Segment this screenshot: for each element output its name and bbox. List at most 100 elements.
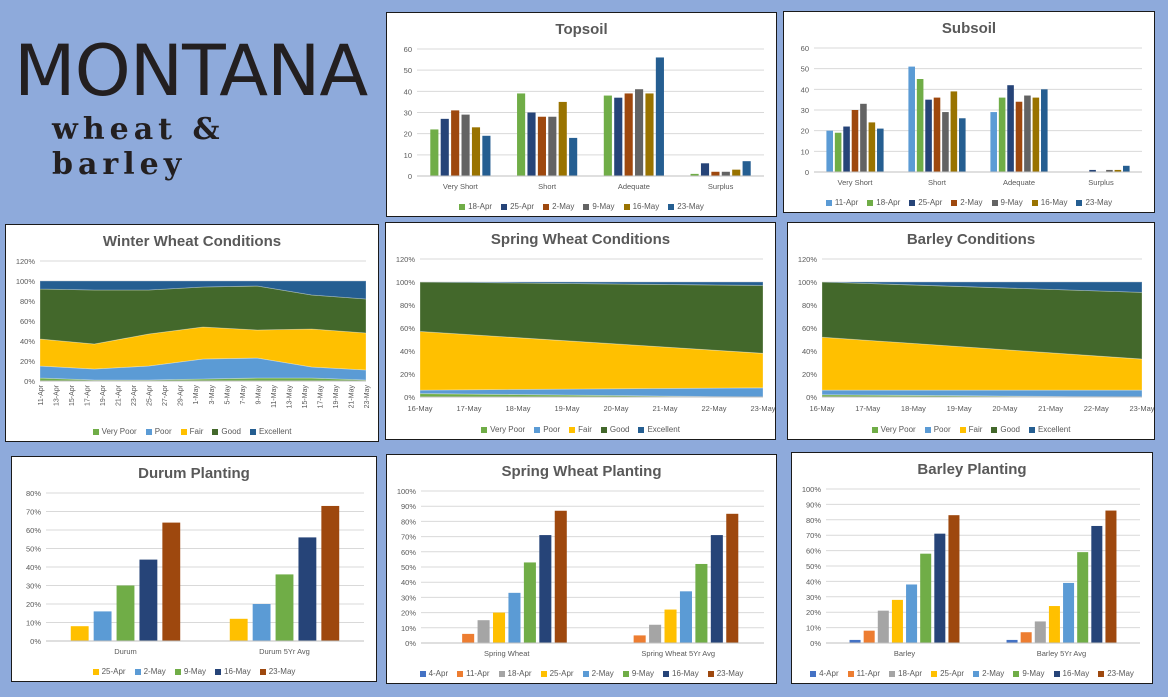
x-tick-label: 11-Apr — [38, 384, 45, 405]
bar — [868, 122, 876, 172]
y-tick-label: 0 — [805, 168, 809, 177]
legend-item: 18-Apr — [889, 669, 922, 678]
legend-label: 2-May — [982, 669, 1005, 678]
x-tick-label: 17-May — [456, 404, 481, 413]
bar — [933, 97, 941, 172]
y-tick-label: 0% — [30, 637, 41, 646]
y-tick-label: 0 — [408, 172, 412, 181]
logo-line2: wheat & barley — [52, 112, 225, 182]
legend-swatch — [991, 426, 998, 433]
legend-label: 18-Apr — [876, 198, 901, 207]
legend-label: 4-Apr — [428, 669, 449, 678]
legend-swatch — [145, 428, 152, 435]
legend-item: 16-May — [1031, 198, 1067, 207]
y-tick-label: 40% — [400, 347, 415, 356]
legend-item: 25-Apr — [909, 198, 942, 207]
x-tick-label: 27-Apr — [162, 384, 169, 406]
legend-swatch — [134, 668, 141, 675]
legend-swatch — [663, 670, 670, 677]
legend-label: 16-May — [1062, 669, 1090, 678]
bar — [517, 93, 526, 176]
legend-item: 9-May — [174, 667, 206, 676]
y-tick-label: 40% — [802, 347, 817, 356]
legend-label: 9-May — [631, 669, 655, 678]
bar — [462, 633, 475, 643]
bar — [93, 611, 112, 641]
legend-swatch — [534, 426, 541, 433]
y-tick-label: 80% — [806, 516, 821, 525]
legend-swatch — [259, 668, 266, 675]
legend-label: Fair — [189, 427, 204, 436]
y-tick-label: 30 — [404, 109, 412, 118]
chart-title: Spring Wheat Conditions — [490, 231, 671, 248]
legend-swatch — [668, 203, 675, 210]
x-tick-label: 29-Apr — [178, 384, 185, 406]
bar — [461, 114, 470, 176]
x-tick-label: 23-May — [364, 385, 371, 409]
legend-swatch — [582, 670, 589, 677]
legend-swatch — [498, 670, 505, 677]
legend-item: Excellent — [249, 427, 291, 436]
chart-title: Subsoil — [941, 20, 997, 37]
legend-item: 2-May — [582, 669, 614, 678]
legend-label: 18-Apr — [468, 202, 493, 211]
y-tick-label: 30% — [806, 593, 821, 602]
bar — [162, 522, 181, 641]
bar — [229, 618, 248, 641]
legend-swatch — [1028, 426, 1035, 433]
bar — [959, 118, 966, 172]
bar — [440, 118, 449, 176]
bar — [508, 592, 521, 643]
legend-label: 23-May — [1107, 669, 1134, 678]
bar — [742, 161, 751, 176]
legend-swatch — [924, 426, 931, 433]
x-tick-label: 18-May — [505, 404, 530, 413]
legend-item: 2-May — [134, 667, 166, 676]
x-tick-label: 20-May — [603, 404, 628, 413]
bar — [877, 128, 884, 172]
bar — [710, 535, 723, 643]
legend-label: 2-May — [552, 202, 575, 211]
category-label: Adequate — [1003, 178, 1035, 187]
legend-label: 9-May — [1000, 198, 1023, 207]
chart-title: Topsoil — [555, 21, 608, 38]
legend-item: Very Poor — [871, 425, 916, 434]
chart-plot: 0% 10% 20% 30% 40% 50% 60% 70% 80% 90% 100% Spring … — [397, 487, 764, 658]
legend-swatch — [540, 670, 547, 677]
bar — [1106, 169, 1113, 172]
legend-swatch — [212, 428, 219, 435]
bar — [942, 112, 949, 172]
legend-label: 25-Apr — [918, 198, 943, 207]
bar — [523, 562, 536, 643]
montana-wheat-barley-logo: MONTANA wheat & barley — [14, 36, 374, 182]
legend-swatch — [909, 199, 916, 206]
category-label: Adequate — [618, 182, 650, 191]
legend-label: 18-Apr — [507, 669, 532, 678]
legend-label: 25-Apr — [101, 667, 126, 676]
bar — [925, 99, 932, 172]
area-series-poor — [39, 357, 367, 381]
bar — [849, 639, 861, 643]
legend: Very Poor Poor Fair Good Excellent — [386, 425, 775, 434]
y-tick-label: 30% — [26, 582, 41, 591]
legend-swatch — [871, 426, 878, 433]
legend-label: 25-Apr — [940, 669, 965, 678]
legend-swatch — [583, 203, 590, 210]
bar — [645, 93, 654, 176]
legend-swatch — [1031, 199, 1038, 206]
legend-label: Very Poor — [101, 427, 137, 436]
bar — [934, 533, 946, 643]
legend-label: 11-Apr — [834, 198, 859, 207]
legend-item: 25-Apr — [931, 669, 964, 678]
y-tick-label: 80% — [802, 301, 817, 310]
legend-swatch — [92, 668, 99, 675]
legend-label: Good — [1000, 425, 1020, 434]
legend: 4-Apr 11-Apr 18-Apr 25-Apr 2-May 9-May 16-May 2… — [387, 669, 776, 678]
y-tick-label: 10% — [26, 619, 41, 628]
subsoil-chart: Subsoil 0 10 20 30 40 50 60 Very Short Short Adequ… — [783, 11, 1155, 213]
legend-item: Very Poor — [481, 425, 525, 434]
bar — [633, 635, 646, 643]
category-label: Barley 5Yr Avg — [1037, 649, 1086, 658]
legend: 18-Apr 25-Apr 2-May 9-May 16-May 23-May — [387, 202, 776, 211]
legend-label: 25-Apr — [549, 669, 574, 678]
